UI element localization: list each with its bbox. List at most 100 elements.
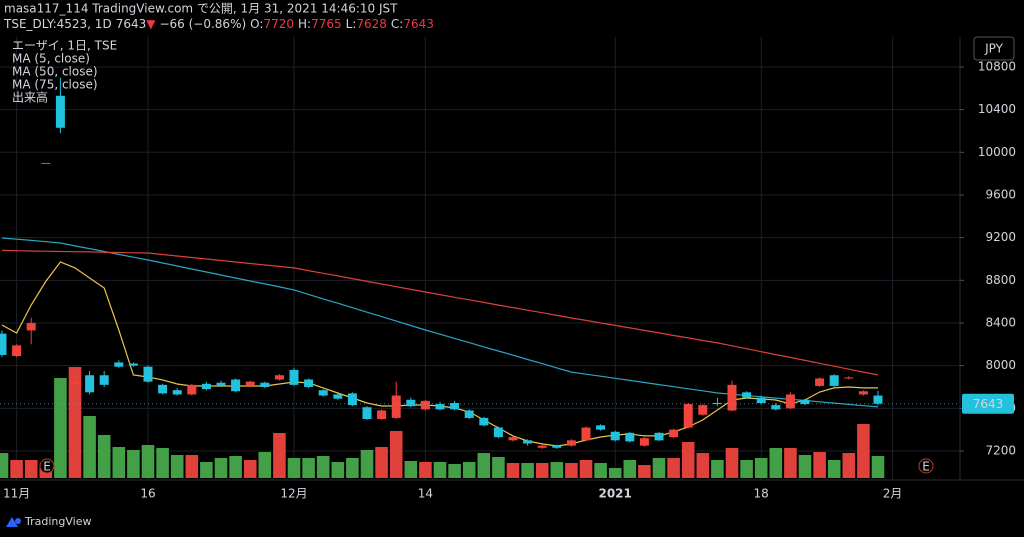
volume-bar: [623, 460, 637, 478]
candle-body: [785, 394, 795, 409]
y-tick-label: 8000: [985, 358, 1016, 372]
candle-body: [85, 375, 95, 393]
candle-body: [70, 381, 80, 384]
x-tick-label: 18: [754, 487, 769, 501]
x-tick-label: 2月: [883, 487, 903, 501]
y-tick-label: 7200: [985, 443, 1016, 457]
volume-bar: [0, 453, 9, 478]
volume-bar: [448, 464, 461, 478]
candle-body: [347, 393, 357, 406]
change-arrow: ▼: [146, 17, 156, 31]
candle-body: [304, 379, 314, 387]
volume-bar: [433, 462, 447, 478]
candle-body: [873, 395, 883, 404]
candle-body: [99, 375, 109, 385]
candle-body: [654, 432, 664, 441]
candle-body: [333, 394, 343, 399]
volume-bar: [652, 458, 666, 478]
volume-bar: [404, 461, 418, 478]
volume-bar: [696, 453, 710, 478]
volume-bar: [141, 445, 155, 478]
x-tick-label: 14: [418, 487, 433, 501]
volume-bar: [521, 463, 534, 478]
candle-body: [41, 162, 51, 164]
candle-body: [318, 390, 328, 396]
candle-body: [566, 440, 576, 446]
volume-bar: [798, 455, 812, 478]
candle-body: [581, 427, 591, 441]
legend-entry[interactable]: MA (5, close): [12, 52, 90, 66]
volume-bar: [711, 460, 724, 478]
volume-bar: [535, 463, 549, 478]
volume-bar: [243, 460, 257, 478]
volume-bar: [813, 452, 826, 478]
x-tick-label: 16: [140, 487, 155, 501]
volume-bar: [827, 460, 841, 478]
volume-bar: [302, 458, 315, 478]
volume-bar: [346, 458, 359, 478]
volume-bar: [842, 453, 856, 478]
ohlc-label: C:: [391, 17, 403, 31]
y-tick-label: 9600: [985, 187, 1016, 201]
currency[interactable]: JPY: [984, 42, 1004, 56]
event-marker: [918, 458, 934, 474]
candle-body: [800, 399, 810, 405]
legend-entry[interactable]: MA (50, close): [12, 65, 98, 79]
candle-body: [479, 417, 489, 426]
volume-bar: [565, 463, 578, 478]
candle-body: [158, 384, 168, 394]
volume-pane: [0, 367, 885, 478]
x-tick-label: 2021: [598, 487, 631, 501]
ohlc-value: 7628: [356, 17, 387, 31]
volume-bar: [331, 462, 345, 478]
candle-body: [683, 404, 693, 428]
symbol: TSE_DLY:4523, 1D: [3, 17, 112, 31]
legend-entry[interactable]: MA (75, close): [12, 78, 98, 92]
volume-bar: [127, 450, 140, 478]
footer-brand: TradingView: [24, 515, 91, 528]
candle-body: [771, 405, 781, 410]
volume-bar: [83, 416, 96, 478]
y-tick-label: 10800: [978, 59, 1016, 73]
candle-body: [231, 379, 241, 392]
volume-bar: [638, 465, 651, 478]
last-price-tag: [962, 393, 1014, 414]
event-label: E: [922, 460, 930, 474]
candle-body: [289, 369, 299, 385]
volume-bar: [170, 455, 184, 478]
volume-bar: [871, 456, 885, 478]
volume-bar: [287, 458, 301, 478]
candle-body: [55, 95, 65, 128]
y-tick-label: 10400: [978, 102, 1016, 116]
candle-body: [377, 410, 387, 419]
volume-bar: [857, 424, 870, 478]
currency-box[interactable]: [973, 36, 1015, 61]
volume-bar: [740, 460, 753, 478]
last-price-label: 7643: [973, 397, 1004, 411]
candle-body: [523, 440, 533, 444]
candles: [0, 77, 883, 449]
candle-body: [464, 410, 474, 418]
x-tick-label: 12月: [280, 487, 307, 501]
publish-info: masa117_114 TradingView.com で公開, 1月 31, …: [4, 2, 398, 16]
candle-body: [201, 383, 211, 390]
candle-body: [698, 405, 708, 415]
volume-bar: [477, 453, 491, 478]
candle-body: [858, 391, 868, 395]
candle-body: [260, 382, 270, 387]
candle-body: [114, 362, 124, 367]
candle-body: [756, 397, 766, 403]
volume-bar: [594, 463, 607, 478]
ohlc-label: O:: [250, 17, 263, 31]
volume-bar: [608, 468, 622, 478]
candle-body: [274, 375, 284, 380]
volume-bar: [419, 462, 432, 478]
candle-body: [143, 366, 153, 382]
candle-body: [625, 432, 635, 442]
volume-bar: [550, 462, 564, 478]
volume-bar: [68, 367, 82, 478]
legend-entry[interactable]: 出来高: [12, 90, 48, 105]
volume-bar: [462, 462, 476, 478]
candle-body: [639, 438, 649, 446]
volume-bar: [10, 460, 23, 478]
